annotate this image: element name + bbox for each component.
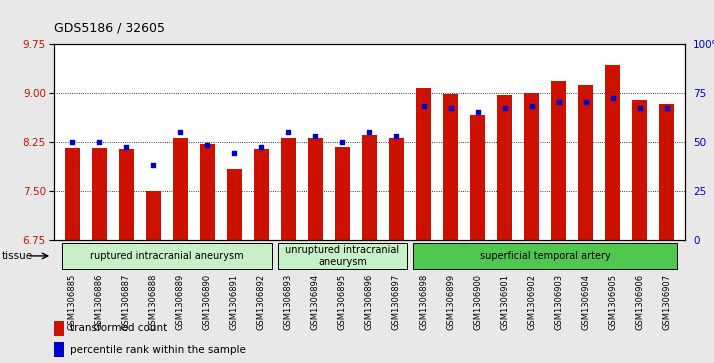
Text: GSM1306906: GSM1306906: [635, 274, 644, 330]
Point: [445, 105, 456, 111]
Point: [175, 129, 186, 135]
Point: [472, 109, 483, 115]
Bar: [470, 115, 485, 240]
Point: [499, 105, 511, 111]
Bar: [92, 148, 107, 240]
Bar: [281, 138, 296, 240]
Bar: [362, 135, 377, 240]
Bar: [551, 81, 566, 240]
Bar: [227, 169, 242, 240]
Bar: [443, 94, 458, 240]
Text: tissue: tissue: [2, 251, 34, 261]
FancyBboxPatch shape: [61, 243, 272, 269]
Text: GSM1306891: GSM1306891: [230, 274, 239, 330]
Text: GSM1306894: GSM1306894: [311, 274, 320, 330]
Point: [283, 129, 294, 135]
Text: GSM1306905: GSM1306905: [608, 274, 617, 330]
Point: [418, 103, 429, 109]
Point: [337, 139, 348, 144]
Point: [634, 105, 645, 111]
Point: [228, 150, 240, 156]
Bar: [578, 85, 593, 240]
Point: [256, 144, 267, 150]
Text: GSM1306899: GSM1306899: [446, 274, 455, 330]
Bar: [54, 342, 64, 357]
Point: [661, 105, 673, 111]
Text: GSM1306901: GSM1306901: [500, 274, 509, 330]
Bar: [173, 138, 188, 240]
Text: GSM1306900: GSM1306900: [473, 274, 482, 330]
Bar: [605, 65, 620, 240]
Bar: [632, 101, 647, 240]
Point: [94, 139, 105, 144]
Text: transformed count: transformed count: [69, 323, 167, 333]
Text: GSM1306887: GSM1306887: [122, 274, 131, 330]
Text: superficial temporal artery: superficial temporal artery: [480, 251, 610, 261]
Bar: [659, 104, 674, 240]
Point: [148, 162, 159, 168]
Bar: [335, 147, 350, 240]
Bar: [308, 138, 323, 240]
Point: [580, 99, 591, 105]
Text: GSM1306907: GSM1306907: [662, 274, 671, 330]
Bar: [497, 94, 512, 240]
Point: [391, 133, 402, 139]
Text: GSM1306898: GSM1306898: [419, 274, 428, 330]
Text: ruptured intracranial aneurysm: ruptured intracranial aneurysm: [90, 251, 243, 261]
FancyBboxPatch shape: [278, 243, 407, 269]
Text: GSM1306890: GSM1306890: [203, 274, 212, 330]
Text: GDS5186 / 32605: GDS5186 / 32605: [54, 21, 164, 34]
Bar: [524, 93, 539, 240]
Text: GSM1306904: GSM1306904: [581, 274, 590, 330]
Bar: [65, 148, 80, 240]
Text: GSM1306893: GSM1306893: [284, 274, 293, 330]
Bar: [146, 191, 161, 240]
Text: unruptured intracranial
aneurysm: unruptured intracranial aneurysm: [286, 245, 400, 267]
Text: GSM1306896: GSM1306896: [365, 274, 374, 330]
Bar: [254, 150, 269, 240]
Point: [310, 133, 321, 139]
Point: [607, 95, 618, 101]
Text: GSM1306885: GSM1306885: [68, 274, 77, 330]
Text: GSM1306895: GSM1306895: [338, 274, 347, 330]
Point: [553, 99, 564, 105]
Point: [363, 129, 376, 135]
Bar: [119, 150, 134, 240]
Point: [526, 103, 537, 109]
Text: GSM1306892: GSM1306892: [257, 274, 266, 330]
Bar: [389, 138, 404, 240]
Text: percentile rank within the sample: percentile rank within the sample: [69, 345, 246, 355]
Point: [66, 139, 78, 144]
Bar: [54, 321, 64, 336]
Bar: [416, 88, 431, 240]
FancyBboxPatch shape: [413, 243, 678, 269]
Point: [202, 143, 213, 148]
Text: GSM1306888: GSM1306888: [149, 274, 158, 330]
Text: GSM1306889: GSM1306889: [176, 274, 185, 330]
Bar: [200, 143, 215, 240]
Text: GSM1306903: GSM1306903: [554, 274, 563, 330]
Text: GSM1306902: GSM1306902: [527, 274, 536, 330]
Point: [121, 144, 132, 150]
Text: GSM1306897: GSM1306897: [392, 274, 401, 330]
Text: GSM1306886: GSM1306886: [95, 274, 104, 330]
